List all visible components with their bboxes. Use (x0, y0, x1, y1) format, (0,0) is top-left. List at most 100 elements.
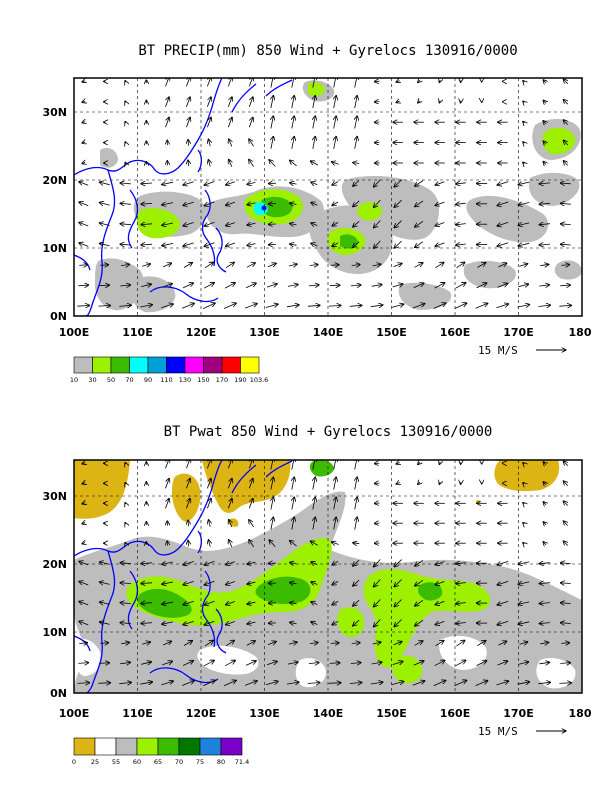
wind-vector (165, 117, 170, 128)
shade-0-25 (202, 460, 291, 513)
reference-vector-pwat: 15 M/S (478, 725, 566, 738)
wind-vector (518, 203, 530, 206)
wind-vector (519, 642, 527, 645)
wind-vector (332, 182, 339, 186)
wind-vector (329, 663, 340, 664)
wind-vector (247, 562, 256, 564)
wind-vector (561, 265, 569, 266)
wind-vector (292, 78, 295, 88)
wind-vector (332, 222, 339, 226)
wind-vector (560, 183, 571, 184)
y-tick-label: 20N (42, 558, 67, 571)
wind-vector (207, 117, 211, 128)
wind-vector (435, 562, 445, 565)
wind-vector (246, 641, 256, 646)
wind-vector (372, 642, 381, 644)
wind-vector (99, 223, 110, 226)
wind-vector (539, 662, 549, 664)
wind-vector (353, 200, 360, 207)
wind-vector (79, 601, 89, 605)
wind-vector (454, 680, 467, 687)
precip-shading (95, 80, 582, 313)
wind-vector (292, 477, 295, 490)
wind-vector (539, 583, 551, 584)
wind-vector (394, 619, 402, 627)
colorbar-swatch (178, 737, 201, 756)
wind-vector (77, 305, 89, 306)
wind-vector (223, 680, 236, 687)
wind-vector (518, 284, 528, 287)
wind-vector (563, 541, 567, 546)
wind-vector (265, 304, 278, 308)
wind-vector (121, 264, 130, 265)
wind-vector (99, 663, 109, 664)
wind-vector (120, 662, 130, 663)
wind-vector (99, 285, 109, 286)
wind-vector (374, 523, 380, 524)
wind-vector (207, 97, 211, 107)
colorbar-swatch (73, 356, 93, 374)
plot-area-pwat (74, 460, 582, 693)
wind-vector (559, 683, 571, 684)
wind-vector (307, 683, 320, 684)
wind-vector (353, 241, 360, 248)
wind-vector (353, 559, 360, 566)
y-tick-label: 10N (42, 626, 67, 639)
wind-vector (183, 601, 194, 604)
shade-0-25 (172, 473, 201, 522)
wind-vector (413, 661, 424, 666)
wind-vector (497, 283, 508, 288)
wind-vector (186, 460, 190, 469)
wind-vector (288, 264, 297, 266)
x-tick-label: 100E (59, 326, 89, 339)
wind-vector (350, 663, 361, 664)
colorbar-swatch (184, 356, 204, 374)
wind-vector (183, 581, 194, 585)
wind-vector (415, 241, 424, 248)
wind-vector (120, 623, 131, 624)
wind-vector (394, 579, 402, 587)
wind-vector (271, 477, 274, 490)
wind-vector (394, 179, 402, 187)
wind-vector (267, 641, 276, 644)
x-tick-label: 130E (249, 707, 279, 720)
wind-vector (415, 220, 424, 227)
wind-vector (125, 81, 126, 83)
wind-vector (292, 497, 295, 510)
wind-vector (563, 501, 567, 506)
wind-vector (435, 621, 445, 624)
wind-vector (79, 243, 89, 247)
wind-vector (396, 101, 400, 103)
shade-30-50 (136, 208, 181, 239)
chart-title-pwat: BT Pwat 850 Wind + Gyrelocs 130916/0000 (164, 424, 493, 440)
shade-60-65 (337, 607, 365, 638)
wind-vector (355, 78, 358, 88)
wind-vector (78, 663, 88, 664)
wind-vector (456, 183, 466, 184)
wind-vector (456, 244, 466, 245)
wind-vector (523, 81, 525, 83)
wind-vector (227, 97, 232, 107)
wind-vector (183, 561, 194, 565)
wind-vector (334, 116, 337, 129)
wind-vector (141, 563, 153, 564)
wind-vector (287, 284, 298, 286)
wind-vector (79, 202, 89, 206)
wind-vector (560, 244, 571, 245)
wind-vector (330, 643, 339, 644)
wind-vector (332, 561, 339, 565)
wind-vector (79, 643, 87, 644)
wind-vector (286, 682, 299, 684)
wind-vector (248, 117, 253, 128)
wind-vector (497, 661, 508, 666)
wind-vector (523, 142, 525, 144)
wind-vector (543, 482, 546, 485)
wind-vector (434, 660, 445, 667)
wind-vector (543, 121, 546, 124)
wind-vector (518, 622, 530, 625)
wind-vector (313, 116, 316, 129)
colorbar-label: 70 (175, 758, 183, 766)
wind-vector (226, 223, 236, 226)
colorbar-label: 75 (196, 758, 204, 766)
wind-vector (560, 583, 571, 584)
